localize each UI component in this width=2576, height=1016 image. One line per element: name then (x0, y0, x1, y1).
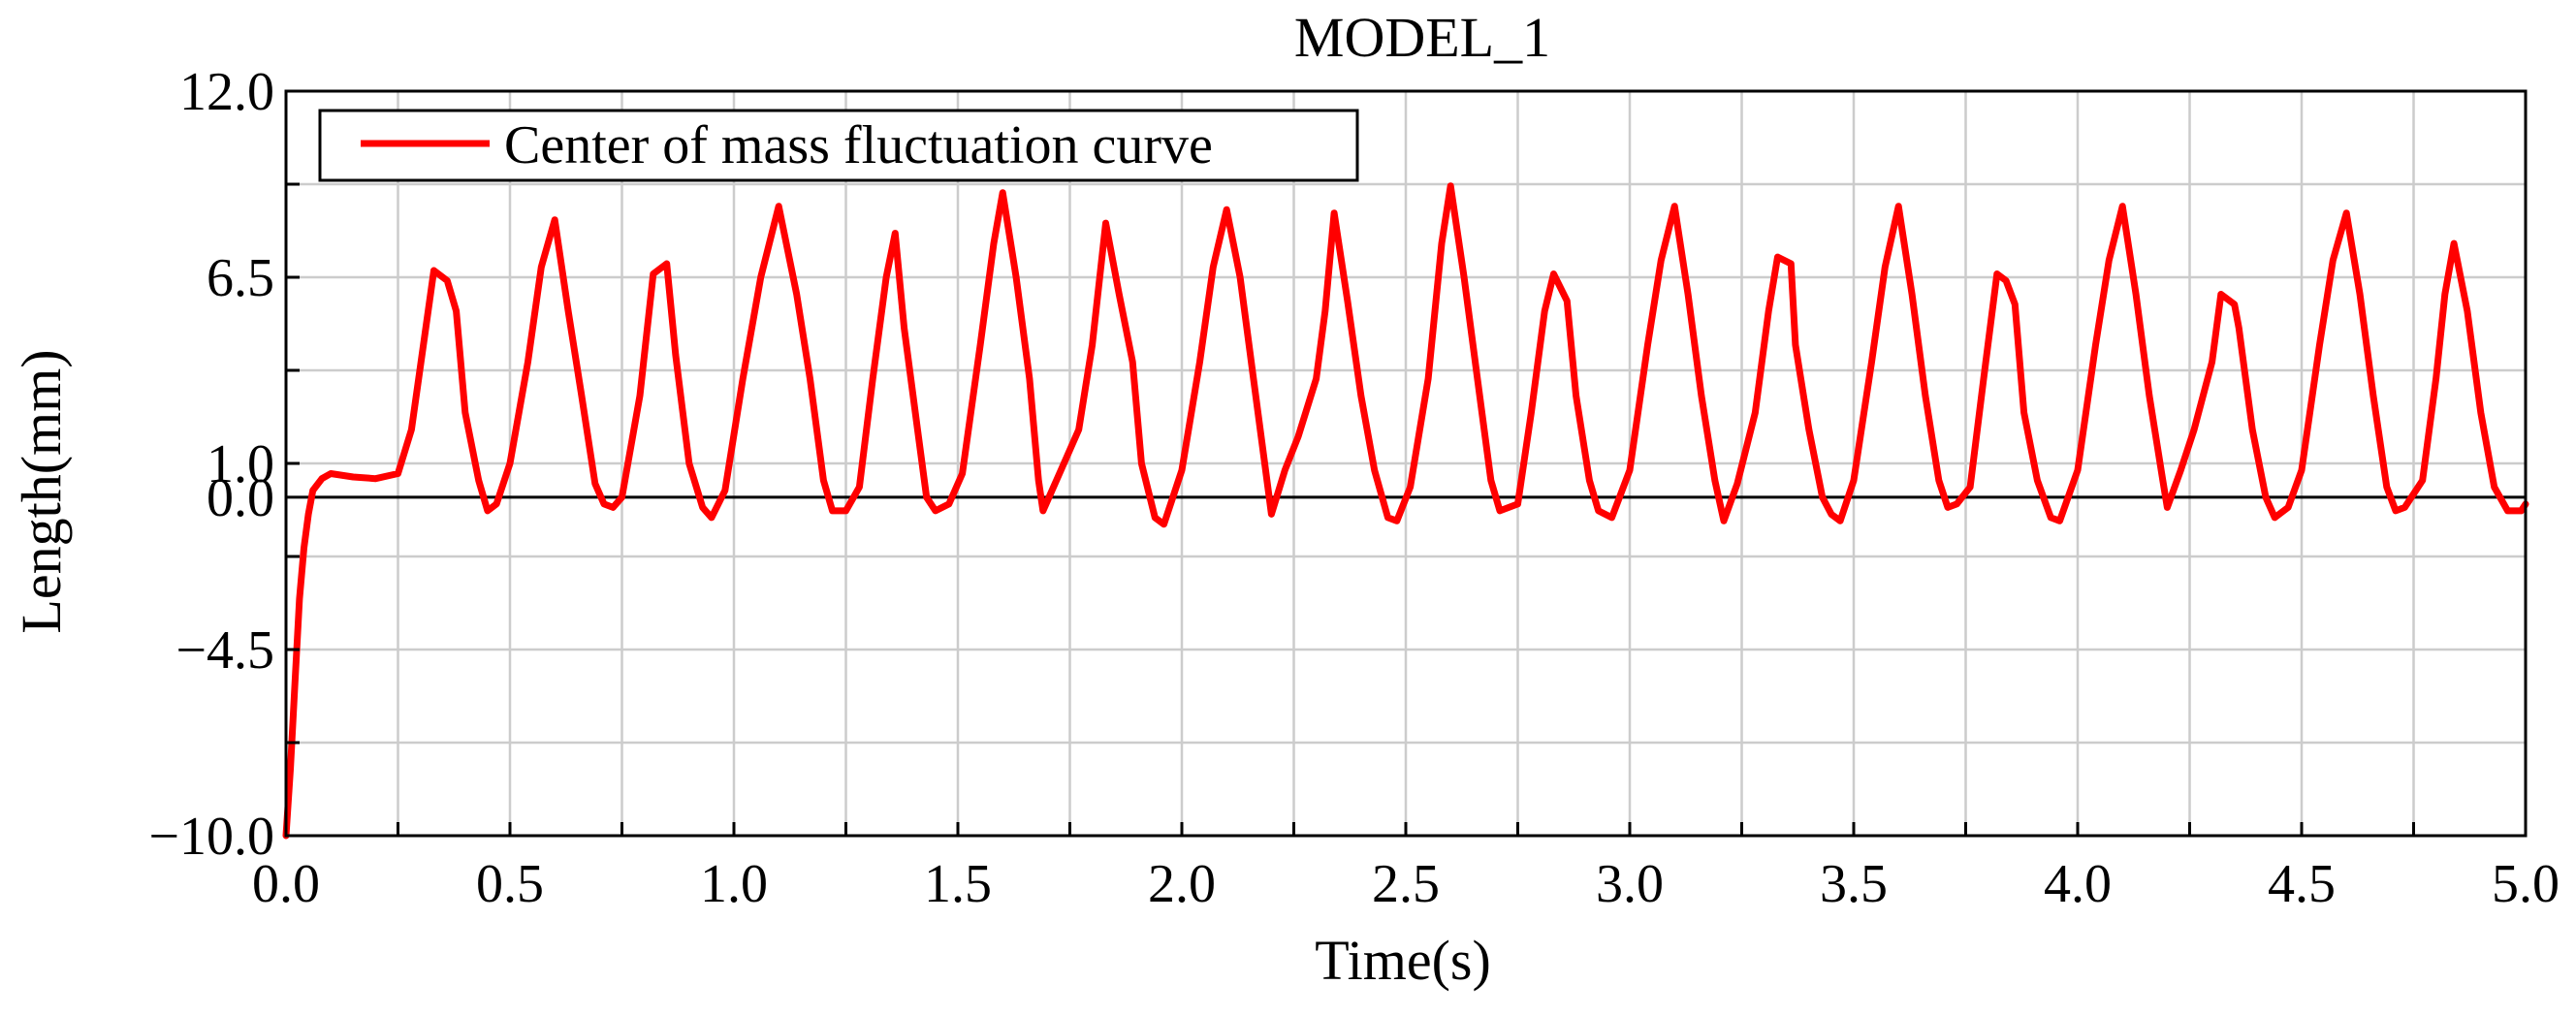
axis-ticks (284, 89, 2528, 838)
x-tick-label: 0.5 (476, 854, 544, 914)
tick-labels: 0.0 0.5 1.0 1.5 2.0 2.5 3.0 3.5 4.0 4.5 5.0 −10.0 −4… (148, 62, 2560, 914)
legend: Center of mass fluctuation curve (318, 109, 1359, 182)
x-tick-label: 2.0 (1148, 854, 1216, 914)
chart-title: MODEL_1 (1294, 6, 1550, 69)
y-tick-label: −4.5 (175, 620, 274, 681)
x-tick-label: 3.5 (1820, 854, 1888, 914)
y-tick-label: 12.0 (179, 62, 274, 122)
x-axis-label: Time(s) (1315, 929, 1491, 992)
y-tick-label: 1.0 (207, 434, 274, 494)
y-axis-label: Length(mm) (10, 349, 73, 633)
series-line (282, 182, 2529, 840)
x-tick-label: 0.0 (252, 854, 320, 914)
x-tick-label: 2.5 (1372, 854, 1440, 914)
y-tick-label: 6.5 (207, 248, 274, 308)
legend-box (318, 109, 1359, 182)
x-tick-label: 1.0 (700, 854, 768, 914)
x-tick-label: 5.0 (2492, 854, 2560, 914)
legend-label: Center of mass fluctuation curve (504, 115, 1213, 175)
x-tick-label: 4.5 (2268, 854, 2336, 914)
y-tick-label: 0.0 (207, 468, 274, 528)
x-tick-label: 1.5 (924, 854, 992, 914)
x-tick-label: 4.0 (2044, 854, 2112, 914)
grid (284, 89, 2528, 838)
x-tick-label: 3.0 (1596, 854, 1664, 914)
y-tick-label: −10.0 (148, 807, 274, 867)
series-layer (282, 182, 2529, 840)
